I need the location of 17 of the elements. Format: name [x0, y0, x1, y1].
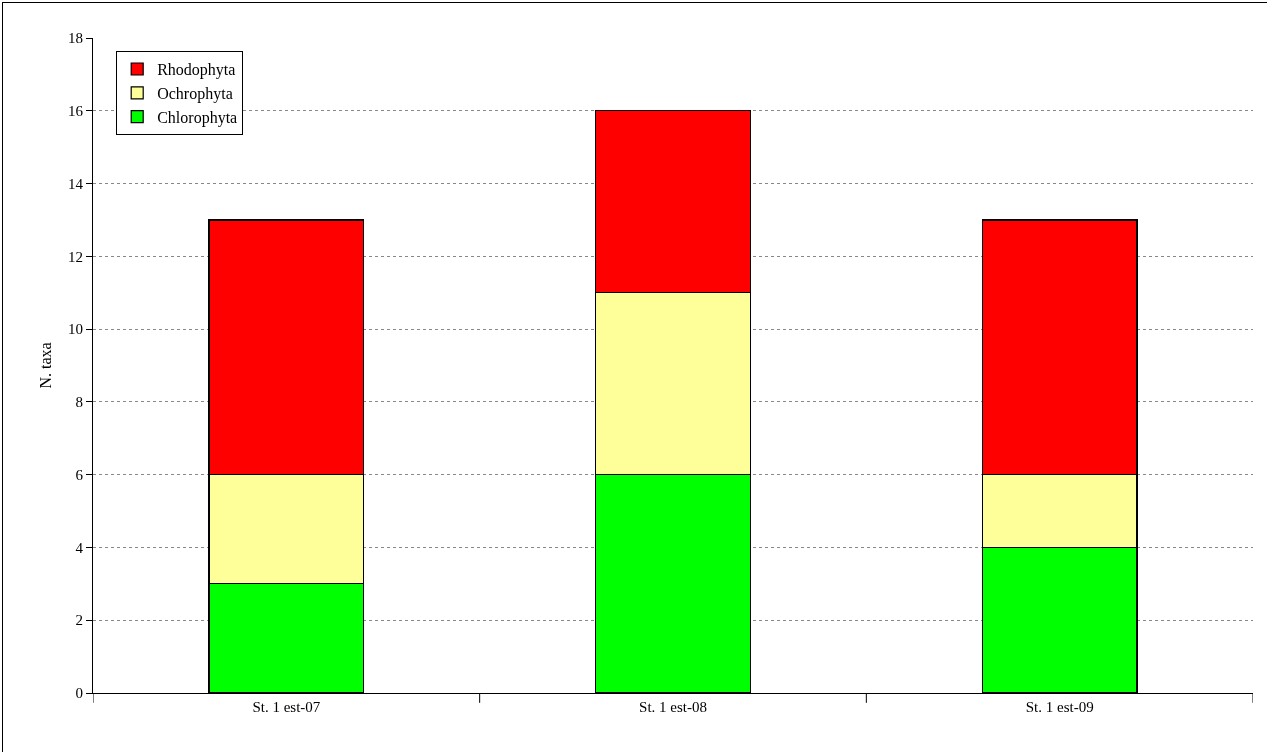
y-tick-label: 2	[75, 612, 83, 629]
y-axis-title: N. taxa	[37, 342, 54, 389]
y-tick-label: 6	[75, 466, 84, 483]
y-tick-label: 0	[75, 685, 83, 702]
y-tick-label: 12	[68, 248, 83, 265]
legend-label: Chlorophyta	[157, 108, 238, 127]
x-tick-label: St. 1 est-08	[639, 699, 707, 715]
x-tick-label: St. 1 est-09	[1025, 699, 1094, 715]
x-tick-label: St. 1 est-07	[252, 699, 321, 715]
y-tick-label: 14	[68, 175, 84, 192]
y-tick-label: 16	[68, 103, 84, 120]
legend-label: Ochrophyta	[157, 85, 233, 104]
y-tick-label: 8	[75, 394, 83, 411]
y-tick-label: 4	[75, 539, 84, 556]
legend-label: Rhodophyta	[157, 61, 236, 80]
y-tick-label: 18	[68, 30, 83, 47]
y-tick-label: 10	[68, 321, 83, 338]
